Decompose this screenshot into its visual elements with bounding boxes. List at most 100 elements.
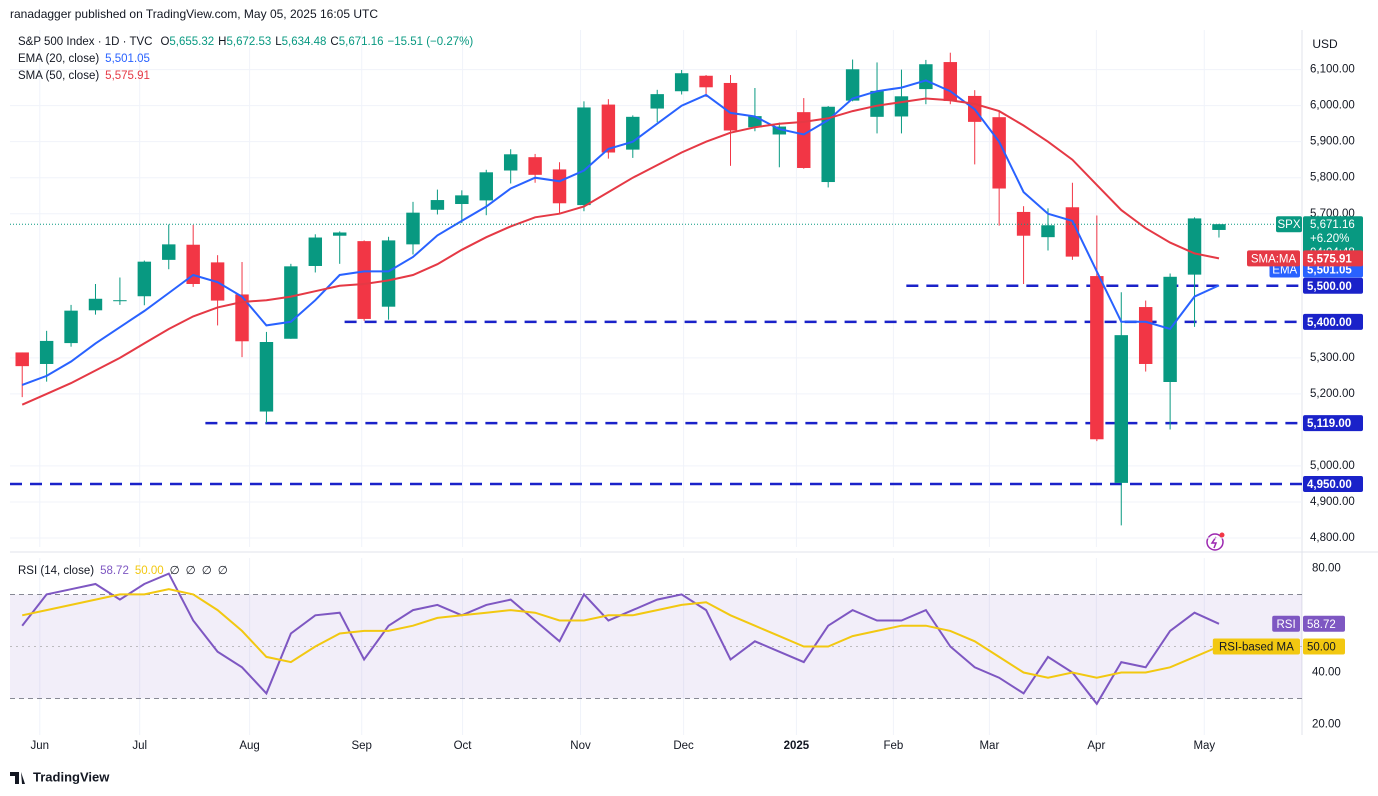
candle-body	[772, 126, 787, 135]
level-tag	[1303, 475, 1363, 492]
series-tag	[1247, 250, 1300, 267]
candle-body	[186, 244, 200, 284]
candle-body	[1114, 335, 1128, 483]
candle-body	[88, 298, 103, 311]
y-tick-label: 4,900.00	[1310, 496, 1355, 508]
candle-body	[723, 82, 738, 131]
series-tag-value: 58.72	[1307, 619, 1336, 631]
ohlc-key: C	[330, 36, 338, 48]
series-tag-name: EMA	[1272, 264, 1297, 276]
candle-body	[552, 169, 567, 204]
indicator-value: ∅	[170, 565, 180, 577]
series-tag	[1303, 615, 1345, 632]
candle-body	[1187, 218, 1202, 275]
y-tick-label: 5,300.00	[1310, 352, 1355, 364]
price-tag-text: +6.20%	[1310, 233, 1349, 245]
symbol: S&P 500 Index · 1D · TVC	[18, 36, 152, 48]
y-tick-label: 6,100.00	[1310, 64, 1355, 76]
ohlc-value: 5,671.16	[339, 36, 384, 48]
y-tick-label: 80.00	[1312, 562, 1341, 574]
price-tag-text: 5,671.16	[1310, 219, 1355, 231]
x-tick-label: Jun	[31, 740, 50, 752]
candle-body	[162, 244, 176, 260]
price-tag	[1276, 216, 1302, 233]
candle-body	[992, 117, 1006, 189]
legend: RSI (14, close) 58.72 50.00 ∅ ∅ ∅ ∅	[18, 565, 228, 577]
series-value: 5,575.91	[105, 70, 150, 82]
series-tag	[1212, 638, 1300, 655]
candle-body	[1138, 307, 1153, 364]
series-tag-name: SMA:MA	[1251, 253, 1297, 265]
y-tick-label: 20.00	[1312, 719, 1341, 731]
candle-body	[430, 200, 445, 210]
legend: S&P 500 Index · 1D · TVC O5,655.32 H5,672.…	[18, 36, 473, 48]
y-tick-label: 5,200.00	[1310, 388, 1355, 400]
candle-body	[235, 294, 249, 342]
indicator-name: RSI (14, close)	[18, 565, 94, 577]
candle-body	[1212, 224, 1226, 230]
indicator-value: ∅	[186, 565, 196, 577]
series-tag	[1303, 638, 1345, 655]
candle-body	[455, 195, 469, 205]
candle-body	[894, 96, 909, 117]
candle-body	[284, 266, 298, 339]
candle-body	[919, 64, 933, 90]
series-value: 5,501.05	[105, 53, 150, 65]
indicator-value: 50.00	[135, 565, 164, 577]
candle-body	[259, 342, 274, 412]
publisher: ranadagger published on TradingView.com,…	[10, 7, 378, 21]
y-tick-label: 6,000.00	[1310, 100, 1355, 112]
candle-body	[333, 232, 347, 236]
ohlc-key: H	[218, 36, 226, 48]
candle-body	[1090, 276, 1104, 440]
candle-body	[406, 212, 420, 245]
candle-body	[601, 104, 616, 153]
price-tag	[1303, 216, 1363, 261]
series-tag-value: 5,501.05	[1307, 264, 1352, 276]
ohlc-key: O	[160, 36, 169, 48]
candle-body	[626, 116, 640, 150]
y-tick-label: 4,800.00	[1310, 532, 1355, 544]
series-tag	[1272, 615, 1300, 632]
level-label: 4,950.00	[1307, 479, 1352, 491]
candle-body	[308, 237, 323, 266]
x-tick-label: May	[1193, 740, 1215, 752]
x-tick-label: Nov	[570, 740, 591, 752]
series-tag-value: 5,575.91	[1307, 253, 1352, 265]
level-tag	[1303, 277, 1363, 294]
x-tick-label: Feb	[883, 740, 903, 752]
candle-body	[650, 94, 664, 109]
series-tag-name: RSI	[1277, 619, 1296, 631]
x-tick-label: 2025	[784, 740, 810, 752]
x-tick-label: Oct	[454, 740, 473, 752]
candle-body	[1016, 211, 1031, 236]
y-tick-label: 5,800.00	[1310, 172, 1355, 184]
change: −15.51 (−0.27%)	[388, 36, 474, 48]
candle-body	[503, 154, 518, 171]
ohlc-value: 5,634.48	[282, 36, 327, 48]
candle-body	[1041, 225, 1055, 238]
candle-body	[748, 116, 762, 128]
x-tick-label: Mar	[979, 740, 999, 752]
x-tick-label: Sep	[351, 740, 371, 752]
snapshot-icon	[1206, 532, 1225, 551]
candle-body	[699, 75, 713, 88]
ohlc-value: 5,655.32	[169, 36, 214, 48]
candle-body	[845, 69, 860, 101]
level-tag	[1303, 313, 1363, 330]
y-tick-label: 5,900.00	[1310, 136, 1355, 148]
level-label: 5,400.00	[1307, 317, 1352, 329]
candle-body	[39, 340, 54, 364]
rsi-band	[10, 594, 1302, 699]
candle-body	[64, 310, 78, 344]
indicator-value: 58.72	[100, 565, 129, 577]
footer-brand: TradingView	[33, 769, 110, 784]
series-line	[21, 588, 1220, 679]
candle-body	[357, 241, 371, 319]
candle-body	[137, 261, 152, 297]
candle-body	[577, 107, 591, 206]
series-line	[21, 97, 1220, 406]
series-name: EMA (20, close)	[18, 53, 99, 65]
indicator-value: ∅	[202, 565, 212, 577]
